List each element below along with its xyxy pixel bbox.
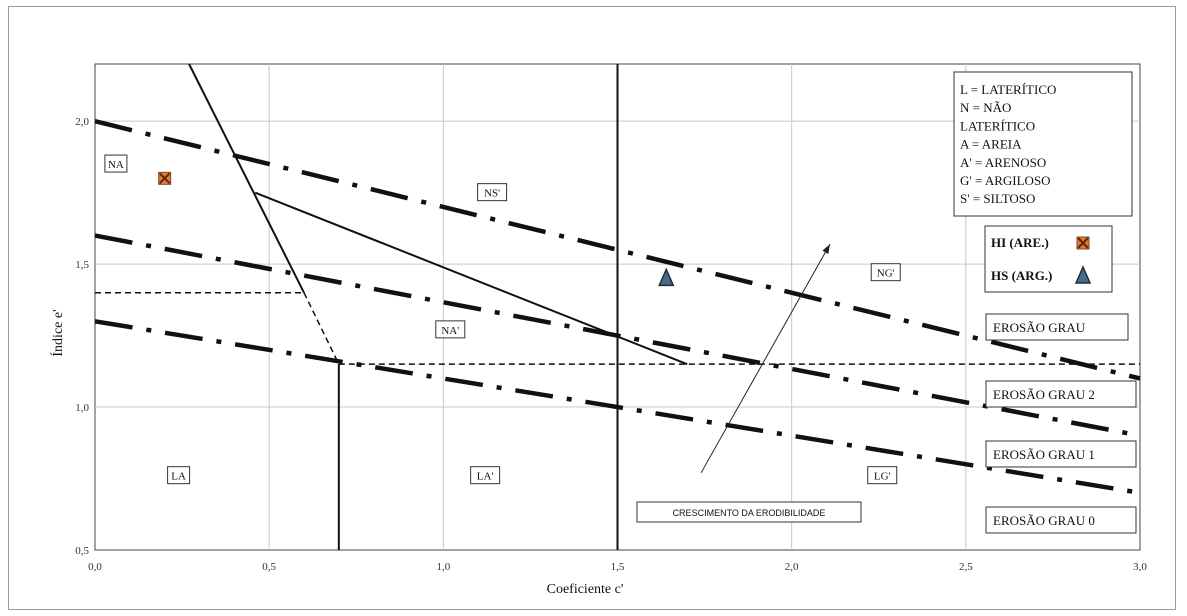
region-label-text: LA	[171, 471, 186, 483]
erosion-label-box	[985, 313, 1129, 341]
x-tick-label: 0,0	[88, 561, 102, 573]
region-label-text: LG'	[874, 471, 891, 483]
x-tick-label: 2,0	[785, 561, 799, 573]
x-tick-label: 1,0	[436, 561, 450, 573]
data-point	[658, 267, 675, 287]
arrow-shaft	[700, 243, 831, 474]
y-tick-label: 1,5	[75, 259, 89, 271]
erosion-label: EROSÃO GRAU 2	[985, 380, 1137, 408]
tick-labels: 0,0 0,5 1,0 1,5 2,0 2,5 3,0 0,5 1,0 1,5 2,0	[75, 116, 1147, 573]
erosion-label-text: EROSÃO GRAU 2	[993, 387, 1095, 402]
x-tick-label: 3,0	[1133, 561, 1147, 573]
region-label: NA'	[435, 320, 466, 339]
erosion-label-box	[985, 440, 1137, 468]
legend-definitions-box	[953, 71, 1133, 217]
erosion-label-box	[985, 380, 1137, 408]
erosion-label: EROSÃO GRAU 0	[985, 506, 1137, 534]
marker-legend-symbol	[1076, 236, 1090, 250]
dashed-boundary-line	[303, 292, 340, 365]
region-label-text: NA'	[441, 325, 459, 337]
data-point-cross-b	[158, 172, 171, 185]
region-label-box	[435, 320, 466, 339]
legend-definition-line: A = AREIA	[960, 137, 1022, 152]
x-tick-label: 1,5	[611, 561, 625, 573]
legend-definition-line: A' = ARENOSO	[960, 155, 1046, 170]
region-label: LG'	[867, 466, 898, 485]
region-label-box	[870, 263, 901, 282]
marker-legend-box	[984, 225, 1113, 293]
arrow-label: CRESCIMENTO DA ERODIBILIDADE	[673, 508, 826, 518]
legend-definition-line: L = LATERÍTICO	[960, 82, 1056, 97]
region-label-box	[867, 466, 898, 485]
erosion-label-text: EROSÃO GRAU 0	[993, 513, 1095, 528]
erosion-label: EROSÃO GRAU	[985, 313, 1129, 341]
erosion-label-text: EROSÃO GRAU 1	[993, 447, 1095, 462]
region-label-box	[167, 466, 191, 485]
marker-legend-symbol	[1074, 265, 1092, 284]
chart-frame	[8, 6, 1176, 610]
erosion-labels: EROSÃO GRAU EROSÃO GRAU 2 EROSÃO GRAU 1 ERO…	[985, 313, 1137, 534]
y-tick-label: 0,5	[75, 545, 89, 557]
y-tick-label: 1,0	[75, 402, 89, 414]
legend-definition-line: S' = SILTOSO	[960, 191, 1035, 206]
erodibility-arrow: CRESCIMENTO DA ERODIBILIDADE	[636, 243, 862, 523]
erosion-label: EROSÃO GRAU 1	[985, 440, 1137, 468]
y-tick-label: 2,0	[75, 116, 89, 128]
erosion-grade-line	[94, 319, 1141, 496]
region-label: NG'	[870, 263, 901, 282]
region-label: LA	[167, 466, 191, 485]
data-points	[158, 171, 675, 287]
y-axis-label: Índice e'	[49, 309, 66, 356]
region-label: NS'	[477, 183, 508, 202]
region-label-box	[477, 183, 508, 202]
legend-definition-line: N = NÃO	[960, 100, 1011, 115]
x-tick-label: 2,5	[959, 561, 973, 573]
marker-legend-label: HI (ARE.)	[991, 235, 1049, 250]
region-label-text: LA'	[477, 471, 494, 483]
x-axis-label: Coeficiente c'	[547, 582, 624, 597]
erosion-grade-line	[94, 118, 1141, 381]
data-point	[158, 171, 172, 185]
marker-legend-label: HS (ARG.)	[991, 268, 1052, 283]
region-label-text: NG'	[877, 268, 895, 280]
x-tick-label: 0,5	[262, 561, 276, 573]
arrow-head	[822, 244, 830, 254]
legend: L = LATERÍTICO N = NÃO LATERÍTICO A = AREIA…	[953, 71, 1133, 293]
erosion-label-box	[985, 506, 1137, 534]
erosion-grade-line	[94, 233, 1141, 438]
solid-boundary-line	[188, 63, 305, 294]
region-label: LA'	[470, 466, 501, 485]
region-label-box	[104, 154, 128, 173]
region-label: NA	[104, 154, 128, 173]
region-label-text: NA	[108, 159, 124, 171]
region-label-text: NS'	[484, 188, 500, 200]
chart-lines	[94, 63, 1141, 550]
legend-definition-line: LATERÍTICO	[960, 118, 1035, 133]
marker-legend-symbol-cross-b	[1077, 237, 1089, 249]
region-label-box	[470, 466, 501, 485]
region-labels: NA NS' NG' NA' LA LA' LG'	[104, 154, 901, 485]
arrow-label-box	[636, 501, 862, 523]
legend-definition-line: G' = ARGILOSO	[960, 173, 1051, 188]
erosion-label-text: EROSÃO GRAU	[993, 320, 1086, 335]
